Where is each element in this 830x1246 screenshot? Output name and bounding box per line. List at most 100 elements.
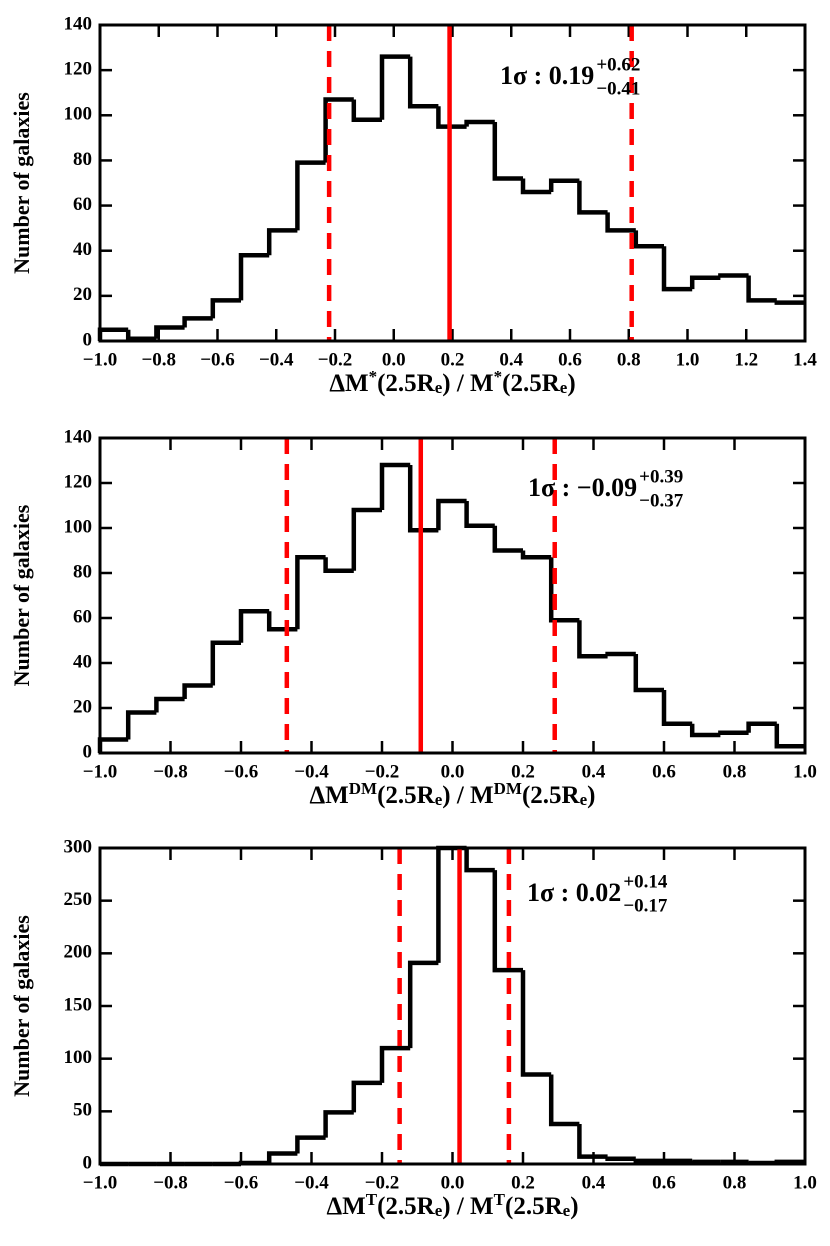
histogram-bin: [182, 316, 213, 328]
y-tick-label: 80: [73, 149, 92, 170]
y-tick-label: 100: [64, 516, 93, 537]
histogram-bin: [577, 180, 608, 215]
histogram-bin: [520, 550, 552, 560]
x-tick-label: −0.6: [224, 1172, 259, 1193]
histogram-bin: [295, 1135, 326, 1154]
histogram-bin: [154, 325, 185, 339]
x-tick-label: −1.0: [83, 761, 118, 782]
annotation-sub: −0.41: [596, 78, 640, 99]
x-tick-label: −0.4: [259, 349, 294, 370]
y-tick-label: 20: [73, 696, 92, 717]
y-tick-label: 20: [73, 284, 92, 305]
x-tick-label: −0.2: [318, 349, 353, 370]
x-tick-label: −0.2: [365, 1172, 400, 1193]
histogram-bin: [266, 611, 298, 632]
y-tick-label: 50: [73, 1100, 92, 1121]
annotation-sup: +0.62: [596, 54, 640, 75]
x-axis-label-part: e: [563, 1201, 571, 1220]
histogram-bin: [548, 178, 580, 193]
annotation: 1σ : −0.09: [528, 473, 637, 502]
histogram-bin: [266, 228, 298, 256]
histogram-bin: [464, 501, 495, 528]
x-axis-label-part: ): [567, 370, 575, 397]
histogram-bin: [351, 1080, 382, 1113]
histogram-bin: [661, 690, 693, 726]
x-axis-label-part: ΔM: [329, 370, 368, 397]
y-tick-label: 0: [83, 741, 93, 762]
x-axis-label-part: T: [494, 1190, 506, 1209]
x-tick-label: −1.0: [83, 349, 118, 370]
y-axis-label: Number of galaxies: [9, 915, 34, 1097]
histogram-bin: [351, 99, 382, 123]
y-tick-label: 120: [64, 59, 93, 80]
x-axis-label-part: DM: [494, 779, 522, 798]
histogram-bin: [746, 721, 777, 733]
x-axis-label-part: (2.5R: [377, 782, 436, 809]
x-tick-label: 0.2: [511, 761, 535, 782]
histogram-bin: [492, 525, 523, 553]
y-tick-label: 120: [64, 471, 93, 492]
x-axis-label-part: e: [435, 790, 443, 809]
x-axis-label-part: *: [494, 367, 503, 386]
x-tick-label: 0.4: [582, 1172, 606, 1193]
histogram-bin: [577, 1123, 608, 1159]
histogram-bin: [689, 723, 721, 738]
x-axis-label-part: e: [435, 378, 443, 397]
x-axis-label-part: e: [580, 790, 588, 809]
histogram-bin: [323, 557, 354, 573]
x-tick-label: −0.8: [153, 1172, 188, 1193]
y-axis-label: Number of galaxies: [9, 504, 34, 686]
y-axis-label: Number of galaxies: [9, 92, 34, 274]
x-tick-label: 0.4: [582, 761, 606, 782]
x-tick-label: 0.6: [652, 1172, 676, 1193]
x-tick-label: −0.6: [200, 349, 235, 370]
annotation: 1σ : 0.19: [500, 61, 594, 90]
histogram-bin: [689, 275, 721, 290]
y-tick-label: 80: [73, 561, 92, 582]
histogram-bin: [407, 960, 439, 1049]
x-tick-label: −0.2: [365, 761, 400, 782]
histogram-bin: [746, 275, 777, 303]
histogram-bin: [125, 329, 157, 341]
x-axis-label-part: (2.5R: [522, 782, 581, 809]
histogram-bin: [238, 252, 270, 301]
x-axis-label-part: (2.5R: [377, 370, 436, 397]
x-axis-label-part: DM: [349, 779, 377, 798]
x-axis-label: ΔM*(2.5Re) / M*(2.5Re): [329, 367, 575, 397]
y-tick-label: 100: [64, 104, 93, 125]
histogram-bin: [379, 54, 411, 120]
histogram-bin: [492, 122, 523, 181]
x-axis-label-part: e: [560, 378, 568, 397]
histogram-bin: [689, 1159, 721, 1165]
histogram-bin: [210, 298, 241, 319]
histogram-bin: [125, 710, 157, 740]
histogram-bin: [774, 300, 805, 305]
y-tick-label: 150: [64, 994, 93, 1015]
x-axis-label: ΔMDM(2.5Re) / MDM(2.5Re): [309, 779, 595, 809]
x-tick-label: 0.2: [511, 1172, 535, 1193]
histogram-bin: [718, 273, 749, 278]
x-axis-label-part: (2.5R: [502, 370, 561, 397]
y-tick-label: 250: [64, 889, 93, 910]
x-tick-label: 1.0: [676, 349, 700, 370]
x-tick-label: −0.4: [294, 761, 329, 782]
histogram-bin: [210, 640, 241, 686]
plot-frame: [98, 23, 807, 343]
y-tick-label: 40: [73, 651, 92, 672]
x-axis-label-part: ) / M: [442, 370, 493, 397]
y-tick-label: 140: [64, 13, 93, 34]
histogram-bin: [605, 1156, 636, 1161]
histogram-bin: [436, 106, 467, 129]
histogram-bin: [295, 555, 326, 630]
histogram-bin: [492, 870, 523, 973]
histogram-bin: [97, 327, 129, 341]
histogram-bin: [520, 970, 552, 1077]
histogram-bin: [323, 1110, 354, 1138]
annotation-sub: −0.37: [639, 490, 684, 511]
x-tick-label: 0.0: [441, 761, 465, 782]
x-tick-label: 1.4: [793, 349, 817, 370]
x-axis-label-part: e: [435, 1201, 443, 1220]
x-axis-label-part: T: [366, 1190, 378, 1209]
histogram-bin: [323, 97, 354, 163]
